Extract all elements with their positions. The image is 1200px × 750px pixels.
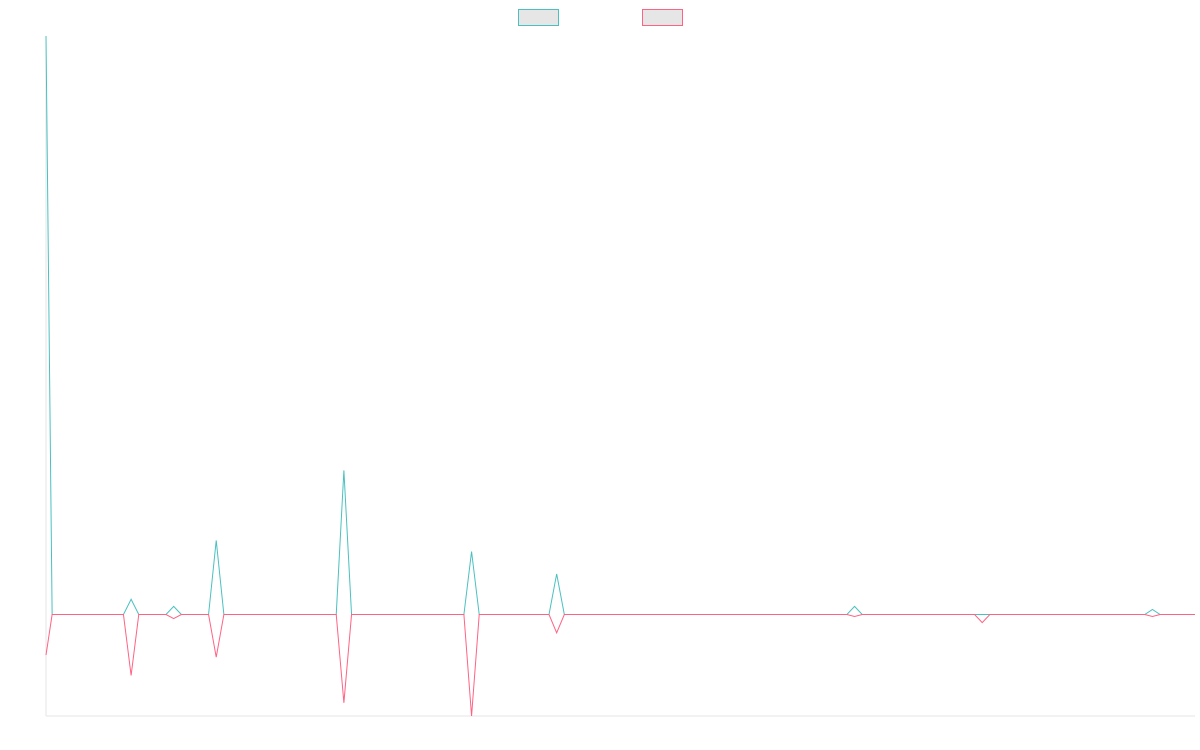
legend-swatch-1[interactable] xyxy=(518,9,559,26)
legend-swatch-2[interactable] xyxy=(642,9,683,26)
axes xyxy=(45,36,1195,717)
series-1-line xyxy=(45,35,1195,616)
series-layer xyxy=(45,35,1195,717)
legend xyxy=(518,9,683,26)
series-2-line xyxy=(45,614,1195,717)
